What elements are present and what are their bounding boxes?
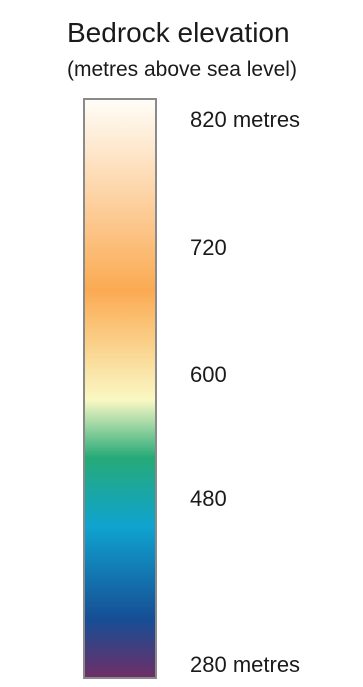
tick-label-720: 720	[190, 235, 227, 260]
tick-label-480: 480	[190, 486, 227, 511]
elevation-color-ramp	[83, 98, 157, 679]
tick-label-820: 820 metres	[190, 107, 301, 132]
tick-label-280: 280 metres	[190, 652, 301, 677]
legend-title: Bedrock elevation	[67, 17, 290, 48]
legend-subtitle: (metres above sea level)	[67, 58, 297, 81]
tick-label-600: 600	[190, 362, 227, 387]
